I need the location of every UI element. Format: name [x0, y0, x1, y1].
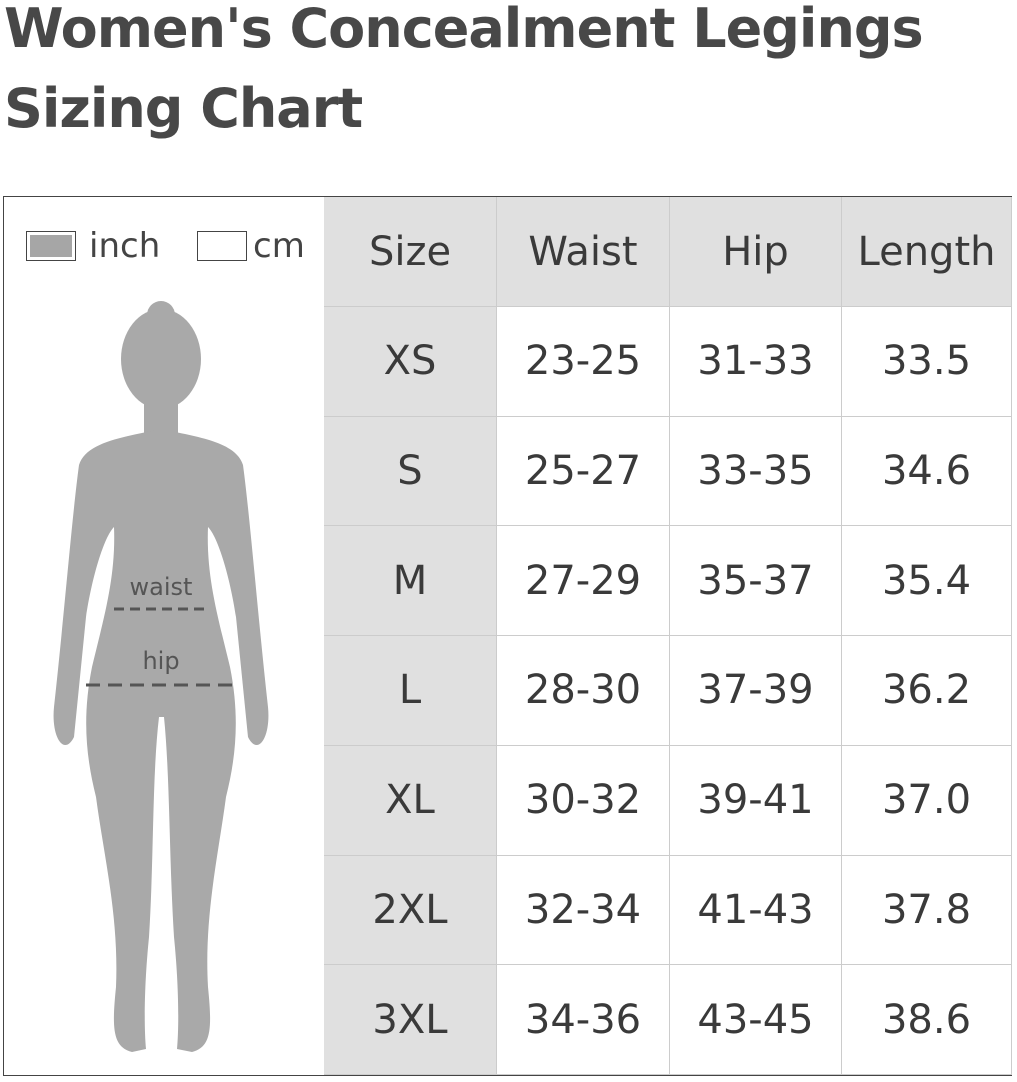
header-cell: Waist — [497, 197, 670, 307]
legend-label: inch — [89, 226, 161, 266]
value-cell: 39-41 — [670, 745, 842, 856]
value-cell: 37.8 — [842, 855, 1012, 966]
value-cell: 38.6 — [842, 965, 1012, 1075]
value-cell: 41-43 — [670, 855, 842, 966]
header-cell: Size — [324, 197, 497, 307]
value-cell: 35.4 — [842, 526, 1012, 637]
size-cell: XS — [324, 307, 497, 417]
title: Women's Concealment Legings — [4, 0, 924, 60]
value-cell: 30-32 — [497, 745, 670, 856]
value-cell: 43-45 — [670, 965, 842, 1075]
value-cell: 25-27 — [497, 416, 670, 527]
value-cell: 34.6 — [842, 416, 1012, 527]
body — [53, 301, 269, 1052]
size-cell: 2XL — [324, 855, 497, 966]
value-cell: 33.5 — [842, 307, 1012, 417]
waist-label: waist — [130, 573, 193, 601]
header-cell: Hip — [670, 197, 842, 307]
legend-label: cm — [253, 226, 305, 266]
size-cell: 3XL — [324, 965, 497, 1075]
chart-frame: inch cm waist hip Size Waist Hip Length XS 23… — [3, 196, 1012, 1076]
value-cell: 33-35 — [670, 416, 842, 527]
value-cell: 36.2 — [842, 636, 1012, 746]
hip-label: hip — [142, 647, 179, 675]
value-cell: 37.0 — [842, 745, 1012, 856]
value-cell: 28-30 — [497, 636, 670, 746]
size-cell: L — [324, 636, 497, 746]
title: Sizing Chart — [4, 77, 363, 140]
size-table: Size Waist Hip Length XS 23-25 31-33 33.5 S 25-27… — [324, 197, 1012, 1075]
size-cell: S — [324, 416, 497, 527]
value-cell: 23-25 — [497, 307, 670, 417]
size-cell: M — [324, 526, 497, 637]
figure-panel: inch cm waist hip — [4, 197, 325, 1075]
header-cell: Length — [842, 197, 1012, 307]
value-cell: 31-33 — [670, 307, 842, 417]
value-cell: 35-37 — [670, 526, 842, 637]
legend-swatch — [197, 231, 247, 261]
size-cell: XL — [324, 745, 497, 856]
value-cell: 34-36 — [497, 965, 670, 1075]
legend-swatch — [26, 231, 76, 261]
value-cell: 32-34 — [497, 855, 670, 966]
value-cell: 27-29 — [497, 526, 670, 637]
value-cell: 37-39 — [670, 636, 842, 746]
silhouette: waist hip — [53, 301, 269, 1052]
